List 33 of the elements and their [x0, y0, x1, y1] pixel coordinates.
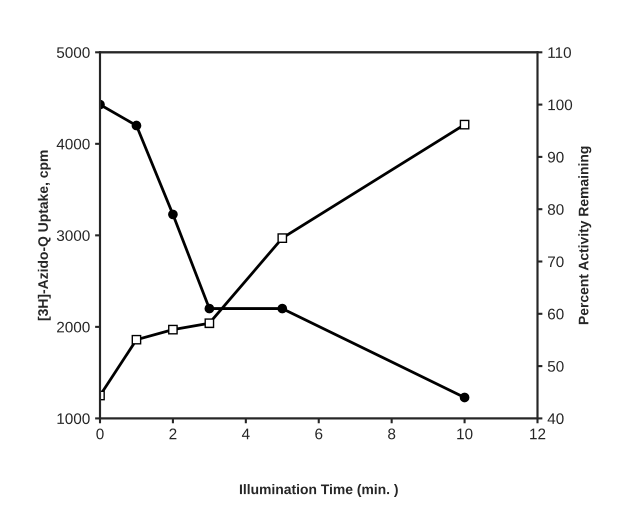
x-tick-label: 12 — [530, 428, 546, 440]
y2-tick-label: 110 — [548, 47, 571, 58]
y-tick-label: 4000 — [56, 138, 90, 150]
x-tick-label: 2 — [169, 428, 176, 440]
y-tick-label: 2000 — [57, 322, 90, 333]
y2-tick-label: 60 — [548, 308, 564, 320]
x-axis-title: Illumination Time (min. ) — [240, 484, 398, 497]
x-tick-label: 4 — [242, 428, 250, 440]
point — [277, 233, 288, 243]
y-tick-label: 1000 — [57, 413, 90, 424]
x-tick-label: 0 — [96, 428, 104, 440]
point — [204, 304, 214, 314]
y2-tick-label: 80 — [548, 204, 564, 215]
x-tick-label: 8 — [388, 428, 396, 440]
point — [132, 120, 142, 130]
y-tick-label: 5000 — [56, 47, 90, 58]
y2-tick-label: 100 — [548, 99, 572, 110]
x-tick-label: 10 — [457, 428, 472, 440]
y2-tick-label: 50 — [548, 360, 564, 372]
y2-tick-label: 90 — [548, 152, 564, 163]
point — [132, 334, 142, 345]
y2-tick-label: 70 — [548, 256, 564, 268]
point — [277, 304, 288, 314]
point — [168, 210, 178, 220]
y-axis-title: [3H]-Azido-Q Uptake, cpm — [38, 150, 51, 320]
y2-axis-title: Percent Activity Remaining — [578, 146, 592, 324]
y-tick-label: 3000 — [56, 230, 90, 242]
point — [460, 392, 470, 402]
x-tick-label: 6 — [315, 428, 322, 440]
point — [460, 120, 470, 130]
y2-tick-label: 40 — [548, 413, 564, 424]
point — [168, 324, 178, 334]
point — [204, 318, 214, 328]
